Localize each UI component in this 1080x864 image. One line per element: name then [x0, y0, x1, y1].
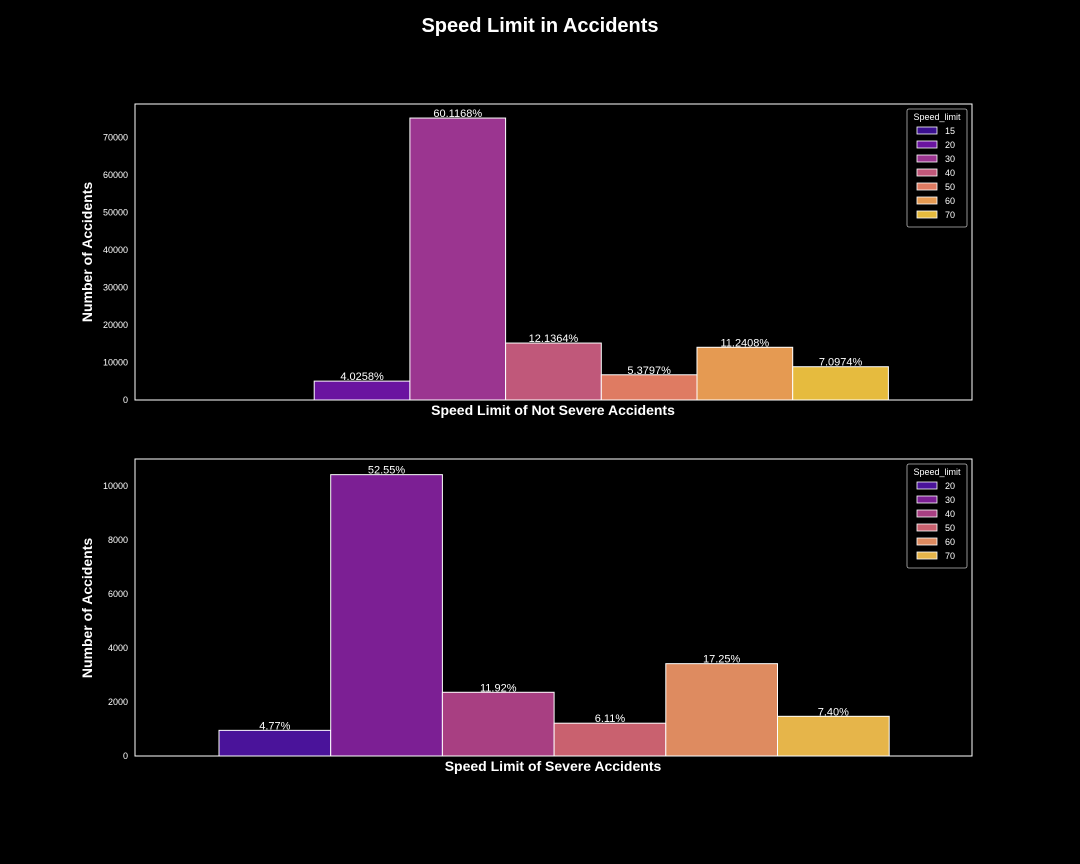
- not-severe-legend-swatch-20: [916, 140, 938, 149]
- not-severe-chart: 0 10000 20000 30000 40000 50000 60000 70000 4.0…: [79, 103, 973, 418]
- not-severe-bar-40: [505, 342, 602, 401]
- not-severe-bars: [313, 117, 889, 401]
- not-severe-legend-swatch-60: [916, 196, 938, 205]
- not-severe-y-tick-label: 60000: [103, 170, 128, 180]
- not-severe-y-axis-title: Number of Accidents: [79, 182, 95, 322]
- not-severe-legend-label-15: 15: [945, 126, 955, 136]
- severe-bars: [218, 474, 890, 757]
- severe-legend-swatch-30: [916, 495, 938, 504]
- not-severe-bar-label-30: 60.1168%: [433, 108, 482, 120]
- severe-y-axis-title: Number of Accidents: [79, 538, 95, 678]
- severe-y-tick-label: 8000: [108, 535, 128, 545]
- not-severe-legend-label-20: 20: [945, 140, 955, 150]
- severe-legend-label-30: 30: [945, 495, 955, 505]
- severe-bar-label-20: 4.77%: [259, 720, 290, 732]
- severe-y-tick-label: 4000: [108, 643, 128, 653]
- severe-y-tick-label: 10000: [103, 481, 128, 491]
- severe-bar-50: [553, 722, 667, 757]
- not-severe-legend-label-70: 70: [945, 210, 955, 220]
- not-severe-bar-70: [792, 366, 889, 401]
- not-severe-bar-50: [600, 374, 698, 401]
- severe-bar-60: [665, 663, 778, 757]
- severe-legend-swatch-40: [916, 509, 938, 518]
- not-severe-y-tick-label: 70000: [103, 133, 128, 143]
- severe-y-tick-label: 6000: [108, 589, 128, 599]
- severe-bar-30: [330, 474, 443, 757]
- not-severe-bar-label-60: 11.2408%: [720, 337, 769, 349]
- severe-legend-label-70: 70: [945, 551, 955, 561]
- not-severe-y-tick-label: 20000: [103, 320, 128, 330]
- not-severe-bar-20: [313, 380, 411, 401]
- not-severe-legend-swatch-15: [916, 126, 938, 135]
- not-severe-legend-swatch-40: [916, 168, 938, 177]
- not-severe-y-tick-label: 30000: [103, 283, 128, 293]
- severe-bar-label-70: 7.40%: [818, 706, 849, 718]
- severe-legend-swatch-20: [916, 481, 938, 490]
- severe-bar-40: [441, 691, 555, 757]
- figure-title: Speed Limit in Accidents: [421, 15, 658, 37]
- severe-y-tick-label: 2000: [108, 697, 128, 707]
- not-severe-legend-title: Speed_limit: [913, 112, 961, 122]
- not-severe-bar-label-70: 7.0974%: [819, 357, 863, 369]
- severe-bar-70: [777, 715, 890, 757]
- severe-x-axis-title: Speed Limit of Severe Accidents: [445, 758, 662, 774]
- severe-legend-swatch-70: [916, 551, 938, 560]
- severe-bar-label-40: 11.92%: [480, 682, 517, 694]
- not-severe-legend-label-40: 40: [945, 168, 955, 178]
- severe-y-tick-label: 0: [123, 751, 128, 761]
- not-severe-x-axis-title: Speed Limit of Not Severe Accidents: [431, 402, 675, 418]
- severe-legend-swatch-50: [916, 523, 938, 532]
- not-severe-bar-labels: 4.0258% 60.1168% 12.1364% 5.3797% 11.2408% 7.…: [340, 108, 862, 383]
- not-severe-legend-label-30: 30: [945, 154, 955, 164]
- severe-legend-label-40: 40: [945, 509, 955, 519]
- severe-legend-label-20: 20: [945, 481, 955, 491]
- not-severe-y-tick-label: 50000: [103, 208, 128, 218]
- severe-y-ticks: 0 2000 4000 6000 8000 10000: [103, 481, 128, 761]
- not-severe-legend-swatch-30: [916, 154, 938, 163]
- severe-bar-label-30: 52.55%: [368, 465, 406, 477]
- severe-bar-20: [218, 729, 332, 757]
- severe-legend-label-50: 50: [945, 523, 955, 533]
- not-severe-bar-label-20: 4.0258%: [340, 371, 384, 383]
- severe-bar-label-60: 17.25%: [703, 654, 741, 666]
- severe-legend-label-60: 60: [945, 537, 955, 547]
- not-severe-bar-label-40: 12.1364%: [529, 333, 579, 345]
- not-severe-bar-60: [696, 346, 794, 401]
- not-severe-legend-swatch-70: [916, 210, 938, 219]
- severe-legend-swatch-60: [916, 537, 938, 546]
- not-severe-y-tick-label: 40000: [103, 245, 128, 255]
- not-severe-legend-swatch-50: [916, 182, 938, 191]
- not-severe-bar-label-50: 5.3797%: [627, 365, 671, 377]
- severe-chart: 0 2000 4000 6000 8000 10000 4.77% 52.55% 11.92%…: [79, 458, 973, 774]
- not-severe-y-tick-label: 0: [123, 395, 128, 405]
- not-severe-legend: Speed_limit 15 20 30 40 50 60 70: [906, 108, 968, 228]
- not-severe-y-tick-label: 10000: [103, 358, 128, 368]
- severe-bar-labels: 4.77% 52.55% 11.92% 6.11% 17.25% 7.40%: [259, 465, 849, 733]
- not-severe-legend-label-50: 50: [945, 182, 955, 192]
- severe-bar-label-50: 6.11%: [595, 713, 626, 725]
- severe-legend: Speed_limit 20 30 40 50 60 70: [906, 463, 968, 569]
- not-severe-legend-label-60: 60: [945, 196, 955, 206]
- not-severe-bar-30: [409, 117, 507, 401]
- severe-legend-title: Speed_limit: [913, 467, 961, 477]
- not-severe-y-ticks: 0 10000 20000 30000 40000 50000 60000 70000: [103, 133, 128, 405]
